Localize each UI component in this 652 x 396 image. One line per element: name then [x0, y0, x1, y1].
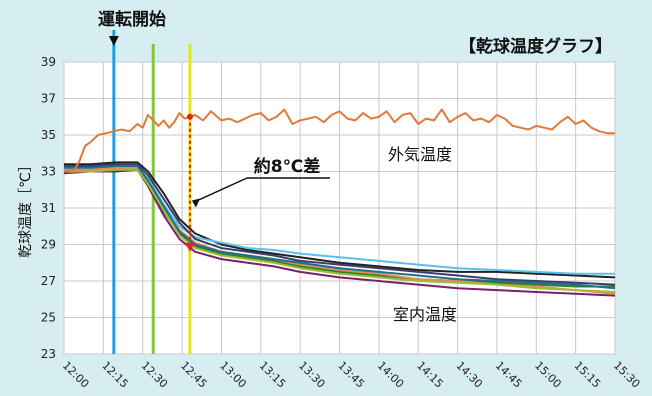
- indoor-label: 室内温度: [393, 305, 457, 324]
- x-tick-label-3: 12:45: [178, 359, 210, 391]
- x-tick-label-7: 13:45: [335, 359, 367, 391]
- x-tick-label-6: 13:30: [296, 359, 328, 391]
- outdoor-label: 外気温度: [388, 145, 452, 164]
- x-tick-label-4: 13:00: [217, 359, 249, 391]
- x-tick-label-10: 14:30: [453, 359, 485, 391]
- x-tick-label-9: 14:15: [414, 359, 446, 391]
- grid: [63, 61, 616, 355]
- delta-pointer-head: [191, 198, 200, 208]
- markers: [108, 30, 192, 354]
- annotations: [184, 113, 330, 252]
- indoor-series-line-6: [64, 168, 616, 293]
- y-tick-label-0: 23: [41, 347, 56, 361]
- indoor-series-line-7: [64, 165, 616, 290]
- x-tick-label-13: 15:15: [572, 359, 604, 391]
- y-tick-label-6: 35: [41, 128, 56, 142]
- x-tick-label-0: 12:00: [60, 359, 92, 391]
- y-tick-label-7: 37: [41, 92, 56, 106]
- delta-label: 約8℃差: [254, 156, 320, 177]
- y-tick-label-3: 29: [41, 238, 56, 252]
- delta-pointer-line: [192, 177, 248, 204]
- x-tick-label-14: 15:30: [611, 359, 643, 391]
- x-tick-label-11: 14:45: [493, 359, 525, 391]
- delta-arrow-head: [184, 242, 195, 252]
- y-tick-label-8: 39: [41, 55, 56, 69]
- y-tick-label-2: 27: [41, 274, 56, 288]
- series-group: [63, 161, 616, 297]
- y-axis-label: 乾球温度［℃］: [18, 158, 34, 258]
- outdoor-series-line: [63, 108, 615, 173]
- y-tick-label-4: 31: [41, 201, 56, 215]
- x-ticks: 12:00 12:15 12:30 12:45 13:00 13:15 13:30 13:45…: [60, 359, 643, 391]
- x-tick-label-8: 14:00: [375, 359, 407, 391]
- x-tick-label-1: 12:15: [99, 359, 131, 391]
- y-tick-label-1: 25: [41, 311, 56, 325]
- chart-title: 【乾球温度グラフ】: [459, 36, 612, 57]
- start-arrow-head: [108, 36, 119, 46]
- start-label: 運転開始: [98, 9, 166, 30]
- x-tick-label-12: 15:00: [532, 359, 564, 391]
- x-tick-label-2: 12:30: [139, 359, 171, 391]
- y-ticks: 23 25 27 29 31 33 35 37 39: [41, 55, 56, 361]
- indoor-series-line-5: [64, 163, 616, 286]
- indoor-series-line-0: [64, 161, 616, 279]
- outdoor-series-group: [63, 108, 615, 173]
- x-tick-label-5: 13:15: [257, 359, 289, 391]
- y-tick-label-5: 33: [41, 165, 56, 179]
